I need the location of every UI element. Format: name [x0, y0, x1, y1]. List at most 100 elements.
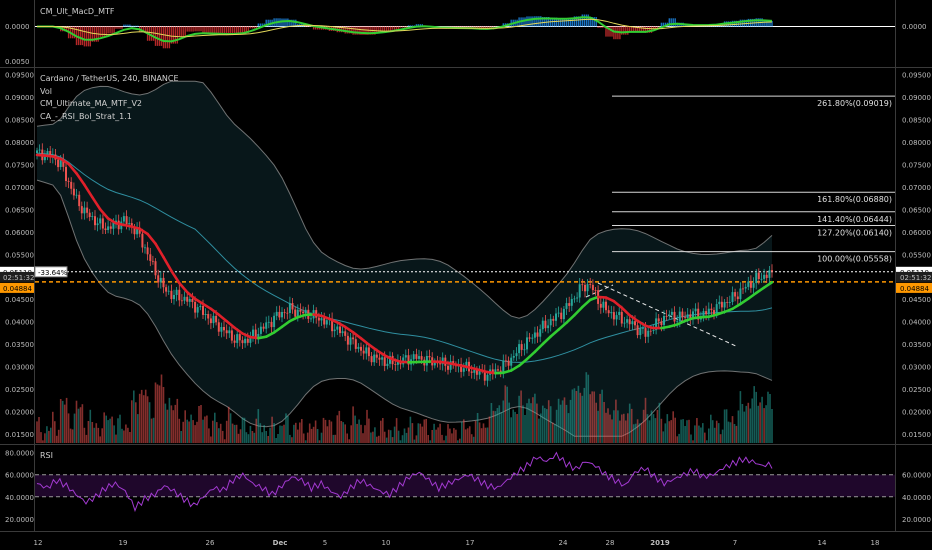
candle-body [133, 227, 136, 235]
macd-hist-bar [77, 26, 80, 46]
rsi-axis-left[interactable]: 80.0000 60.0000 40.0000 20.0000 [5, 450, 34, 524]
dashed-trend-line[interactable] [597, 282, 739, 348]
volume-bar [397, 430, 400, 443]
volume-bar [332, 434, 335, 443]
candle-body [428, 356, 431, 358]
volume-bar [508, 402, 510, 443]
macd-hist-bar [542, 17, 544, 27]
candle-body [302, 311, 305, 314]
time-axis[interactable]: 12 19 26 Dec 5 10 17 24 28 2019 7 14 18 [34, 539, 880, 547]
volume-bar [706, 440, 708, 443]
macd-hist-bar [536, 16, 538, 27]
candle-body [249, 336, 252, 343]
macd-hist-bar [291, 19, 293, 27]
candle-body [154, 261, 157, 276]
volume-bar [87, 421, 90, 443]
candle-body [497, 369, 499, 371]
fib-label: 261.80%(0.09019) [817, 99, 892, 108]
volume-bar [686, 420, 688, 443]
macd-hist-bar [388, 26, 390, 32]
price-axis-left[interactable]: 0.09500 0.09000 0.08500 0.08000 0.07500 0.070… [5, 71, 34, 439]
volume-bar [93, 427, 96, 443]
volume-bar [435, 429, 437, 443]
macd-pane: CM_Ult_MacD_MTF 0.0000 0.0000 0.0050 [5, 7, 927, 66]
candle-body [191, 299, 194, 302]
volume-bar [291, 437, 293, 443]
ma-segment [739, 297, 750, 306]
volume-bar [573, 388, 576, 443]
volume-bar [354, 415, 356, 443]
macd-hist-bar [623, 26, 625, 35]
candle-body [649, 330, 652, 332]
macd-hist-bar [127, 24, 129, 27]
ma-segment [320, 314, 331, 321]
macd-hist-bar [384, 26, 386, 32]
volume-bar [668, 421, 671, 443]
candle-body [344, 331, 347, 336]
volume-bar [249, 425, 252, 443]
macd-hist-bar [261, 23, 263, 27]
candle-body [568, 303, 571, 306]
orange-badge-left: 0.04884 [0, 282, 34, 293]
volume-bar [83, 427, 86, 443]
ma-segment [225, 319, 236, 330]
macd-hist-bar [567, 18, 570, 27]
macd-signal-line [37, 18, 773, 38]
volume-bar [91, 422, 94, 443]
macd-hist-bar [538, 16, 540, 27]
candle-body [418, 356, 420, 359]
volume-bar [67, 413, 70, 443]
volume-bar [449, 428, 451, 443]
volume-bar [555, 409, 558, 443]
candle-body [531, 337, 534, 339]
rsi-tick-left: 60.0000 [5, 472, 34, 480]
price-tick-right: 0.04000 [902, 319, 931, 327]
countdown-badge-left: 02:51:32 [0, 271, 34, 282]
ma-segment [146, 232, 157, 245]
price-tick-right: 0.01500 [902, 431, 931, 439]
candle-body [360, 346, 362, 351]
macd-axis-bottom: 0.0050 [5, 58, 30, 66]
candle-body [188, 299, 191, 302]
volume-bar [461, 422, 463, 443]
rsi-axis-right[interactable]: 60.0000 40.0000 20.0000 [902, 472, 931, 524]
volume-bar [711, 420, 714, 443]
volume-bar [753, 386, 755, 443]
ma-segment [59, 157, 70, 166]
price-tick-left: 0.04000 [5, 319, 34, 327]
volume-bar [729, 422, 732, 443]
macd-hist-bar [737, 20, 740, 27]
volume-bar [506, 386, 508, 443]
volume-bar [589, 394, 591, 443]
candle-body [75, 194, 78, 196]
candle-body [502, 360, 505, 373]
volume-bar [498, 405, 501, 443]
volume-bar [431, 430, 433, 443]
macd-hist-bar [526, 16, 528, 27]
price-tick-left: 0.06500 [5, 206, 34, 214]
volume-bar [650, 410, 653, 443]
macd-hist-bar [591, 17, 593, 27]
dashed-trend-line-2[interactable] [585, 284, 614, 298]
volume-bar [219, 423, 222, 443]
macd-hist-bar [198, 26, 200, 32]
candle-body [742, 288, 744, 290]
volume-bar [310, 428, 313, 443]
macd-hist-bar [184, 26, 186, 37]
macd-hist-bar [378, 26, 380, 33]
ma-segment [660, 325, 671, 330]
ma-segment [193, 297, 205, 306]
ma-segment [114, 221, 126, 227]
volume-bar [619, 420, 621, 443]
candle-body [404, 355, 407, 358]
candle-body [475, 369, 478, 375]
macd-hist-bar [581, 14, 583, 27]
volume-bar [301, 419, 303, 443]
candle-body [265, 322, 268, 329]
macd-hist-bar [380, 26, 382, 33]
macd-hist-bar [239, 26, 242, 35]
ma-segment [707, 313, 719, 319]
volume-bar [146, 396, 149, 443]
ma-segment [675, 319, 687, 326]
